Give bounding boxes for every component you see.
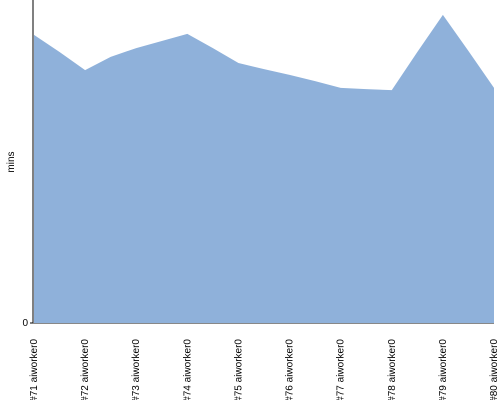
x-tick-label: #72 aiworker0 (80, 339, 91, 400)
x-tick-label: #79 aiworker0 (438, 339, 449, 400)
x-tick-label: #77 aiworker0 (336, 339, 347, 400)
x-tick-label: #76 aiworker0 (285, 339, 296, 400)
y-axis-label: mins (6, 151, 17, 172)
x-tick-label: #71 aiworker0 (29, 339, 40, 400)
y-tick-label: 0 (22, 318, 28, 329)
x-tick-label: #78 aiworker0 (387, 339, 398, 400)
x-tick-label: #80 aiworker0 (489, 339, 500, 400)
area (34, 14, 494, 323)
x-tick-label: #75 aiworker0 (233, 339, 244, 400)
x-tick-label: #74 aiworker0 (182, 339, 193, 400)
x-tick-label: #73 aiworker0 (131, 339, 142, 400)
